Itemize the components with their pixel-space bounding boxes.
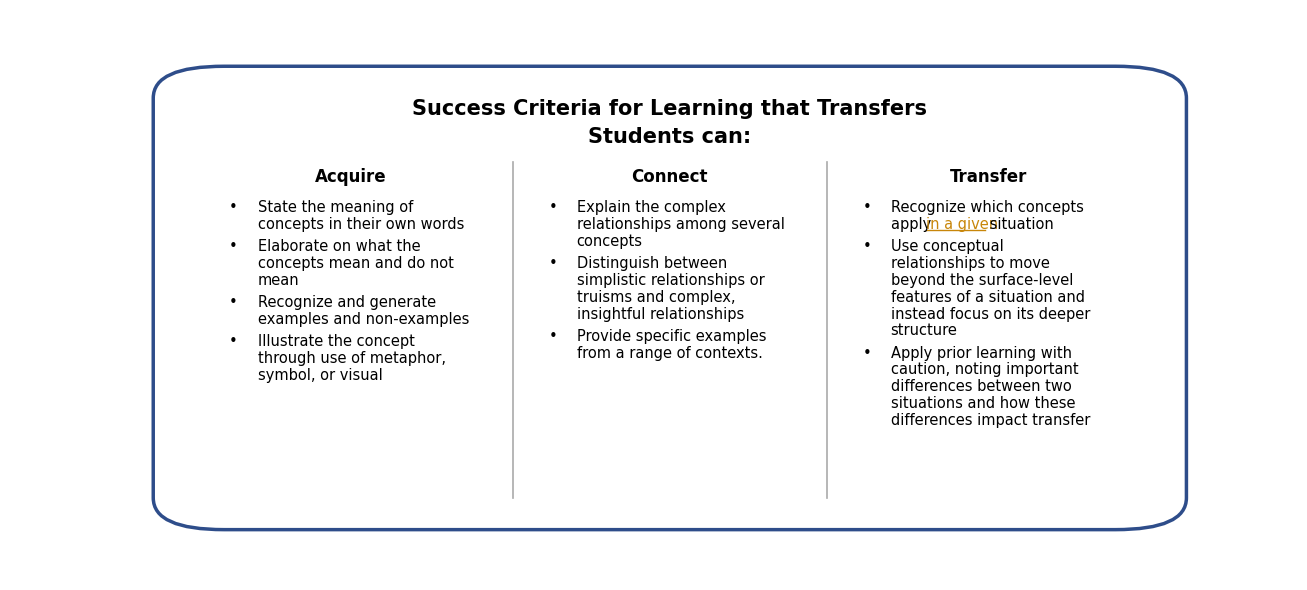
Text: •: • [548, 200, 557, 215]
Text: differences impact transfer: differences impact transfer [890, 413, 1090, 428]
Text: Apply prior learning with: Apply prior learning with [890, 346, 1072, 360]
Text: situations and how these: situations and how these [890, 396, 1076, 411]
Text: examples and non-examples: examples and non-examples [257, 312, 469, 327]
Text: •: • [548, 256, 557, 271]
Text: symbol, or visual: symbol, or visual [257, 368, 383, 383]
Text: mean: mean [257, 273, 299, 288]
FancyBboxPatch shape [153, 66, 1187, 530]
Text: caution, noting important: caution, noting important [890, 362, 1078, 378]
Text: •: • [863, 240, 870, 254]
Text: situation: situation [984, 217, 1053, 232]
Text: Use conceptual: Use conceptual [890, 240, 1004, 254]
Text: relationships to move: relationships to move [890, 256, 1050, 271]
Text: Illustrate the concept: Illustrate the concept [257, 335, 414, 349]
Text: Success Criteria for Learning that Transfers: Success Criteria for Learning that Trans… [412, 100, 928, 119]
Text: Distinguish between: Distinguish between [576, 256, 727, 271]
Text: Students can:: Students can: [588, 127, 752, 147]
Text: concepts mean and do not: concepts mean and do not [257, 256, 454, 271]
Text: instead focus on its deeper: instead focus on its deeper [890, 307, 1090, 322]
Text: Provide specific examples: Provide specific examples [576, 329, 766, 344]
Text: in a given: in a given [925, 217, 999, 232]
Text: concepts: concepts [576, 234, 643, 249]
Text: beyond the surface-level: beyond the surface-level [890, 273, 1073, 288]
Text: •: • [229, 240, 238, 254]
Text: through use of metaphor,: through use of metaphor, [257, 351, 446, 366]
Text: Recognize which concepts: Recognize which concepts [890, 200, 1084, 215]
Text: •: • [863, 200, 870, 215]
Text: State the meaning of: State the meaning of [257, 200, 413, 215]
Text: •: • [229, 335, 238, 349]
Text: from a range of contexts.: from a range of contexts. [576, 346, 762, 360]
Text: •: • [229, 200, 238, 215]
Text: Recognize and generate: Recognize and generate [257, 295, 435, 310]
Text: Elaborate on what the: Elaborate on what the [257, 240, 421, 254]
Text: apply: apply [890, 217, 936, 232]
Text: features of a situation and: features of a situation and [890, 290, 1085, 305]
Text: Explain the complex: Explain the complex [576, 200, 725, 215]
Text: Acquire: Acquire [315, 169, 387, 186]
Text: concepts in their own words: concepts in their own words [257, 217, 464, 232]
Text: Transfer: Transfer [950, 169, 1027, 186]
Text: •: • [548, 329, 557, 344]
Text: Connect: Connect [631, 169, 708, 186]
Text: •: • [229, 295, 238, 310]
Text: relationships among several: relationships among several [576, 217, 784, 232]
Text: differences between two: differences between two [890, 379, 1072, 394]
Text: structure: structure [890, 323, 958, 339]
Text: simplistic relationships or: simplistic relationships or [576, 273, 765, 288]
Text: truisms and complex,: truisms and complex, [576, 290, 735, 305]
Text: •: • [863, 346, 870, 360]
Text: insightful relationships: insightful relationships [576, 307, 744, 322]
